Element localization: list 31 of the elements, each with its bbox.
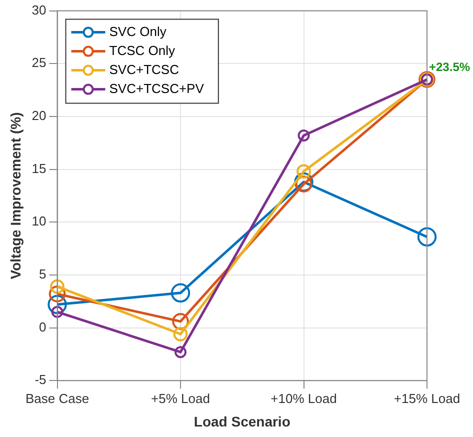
point <box>172 313 189 330</box>
point <box>48 286 66 302</box>
point <box>173 326 188 342</box>
point <box>298 129 310 142</box>
point <box>170 283 190 303</box>
legend-label: TCSC Only <box>109 42 176 58</box>
y-axis-title: Voltage Improvement (%) <box>7 112 24 280</box>
x-tick-label: +5% Load <box>151 390 210 406</box>
y-tick-label: 25 <box>32 55 46 70</box>
point <box>50 279 64 294</box>
y-tick-label: -5 <box>34 372 46 388</box>
legend-label: SVC+TCSC+PV <box>109 80 204 96</box>
point <box>51 306 64 318</box>
point <box>48 294 67 314</box>
x-tick-label: Base Case <box>25 390 90 406</box>
y-tick-label: 15 <box>32 160 46 176</box>
x-tick-label: +15% Load <box>394 390 460 406</box>
x-tick-label: +10% Load <box>270 390 337 406</box>
y-tick-label: 5 <box>39 266 46 282</box>
point <box>417 227 437 247</box>
annotation: +23.5% <box>429 60 470 74</box>
y-tick-label: 10 <box>32 214 46 229</box>
legend-label: SVC+TCSC <box>109 62 179 77</box>
point <box>296 164 311 179</box>
legend-label: SVC Only <box>109 24 167 39</box>
point <box>174 346 187 358</box>
y-tick-label: 20 <box>32 108 46 124</box>
x-axis-title: Load Scenario <box>194 413 290 430</box>
y-tick-label: 30 <box>32 2 46 18</box>
y-tick-label: 0 <box>39 319 46 334</box>
point <box>295 176 312 192</box>
